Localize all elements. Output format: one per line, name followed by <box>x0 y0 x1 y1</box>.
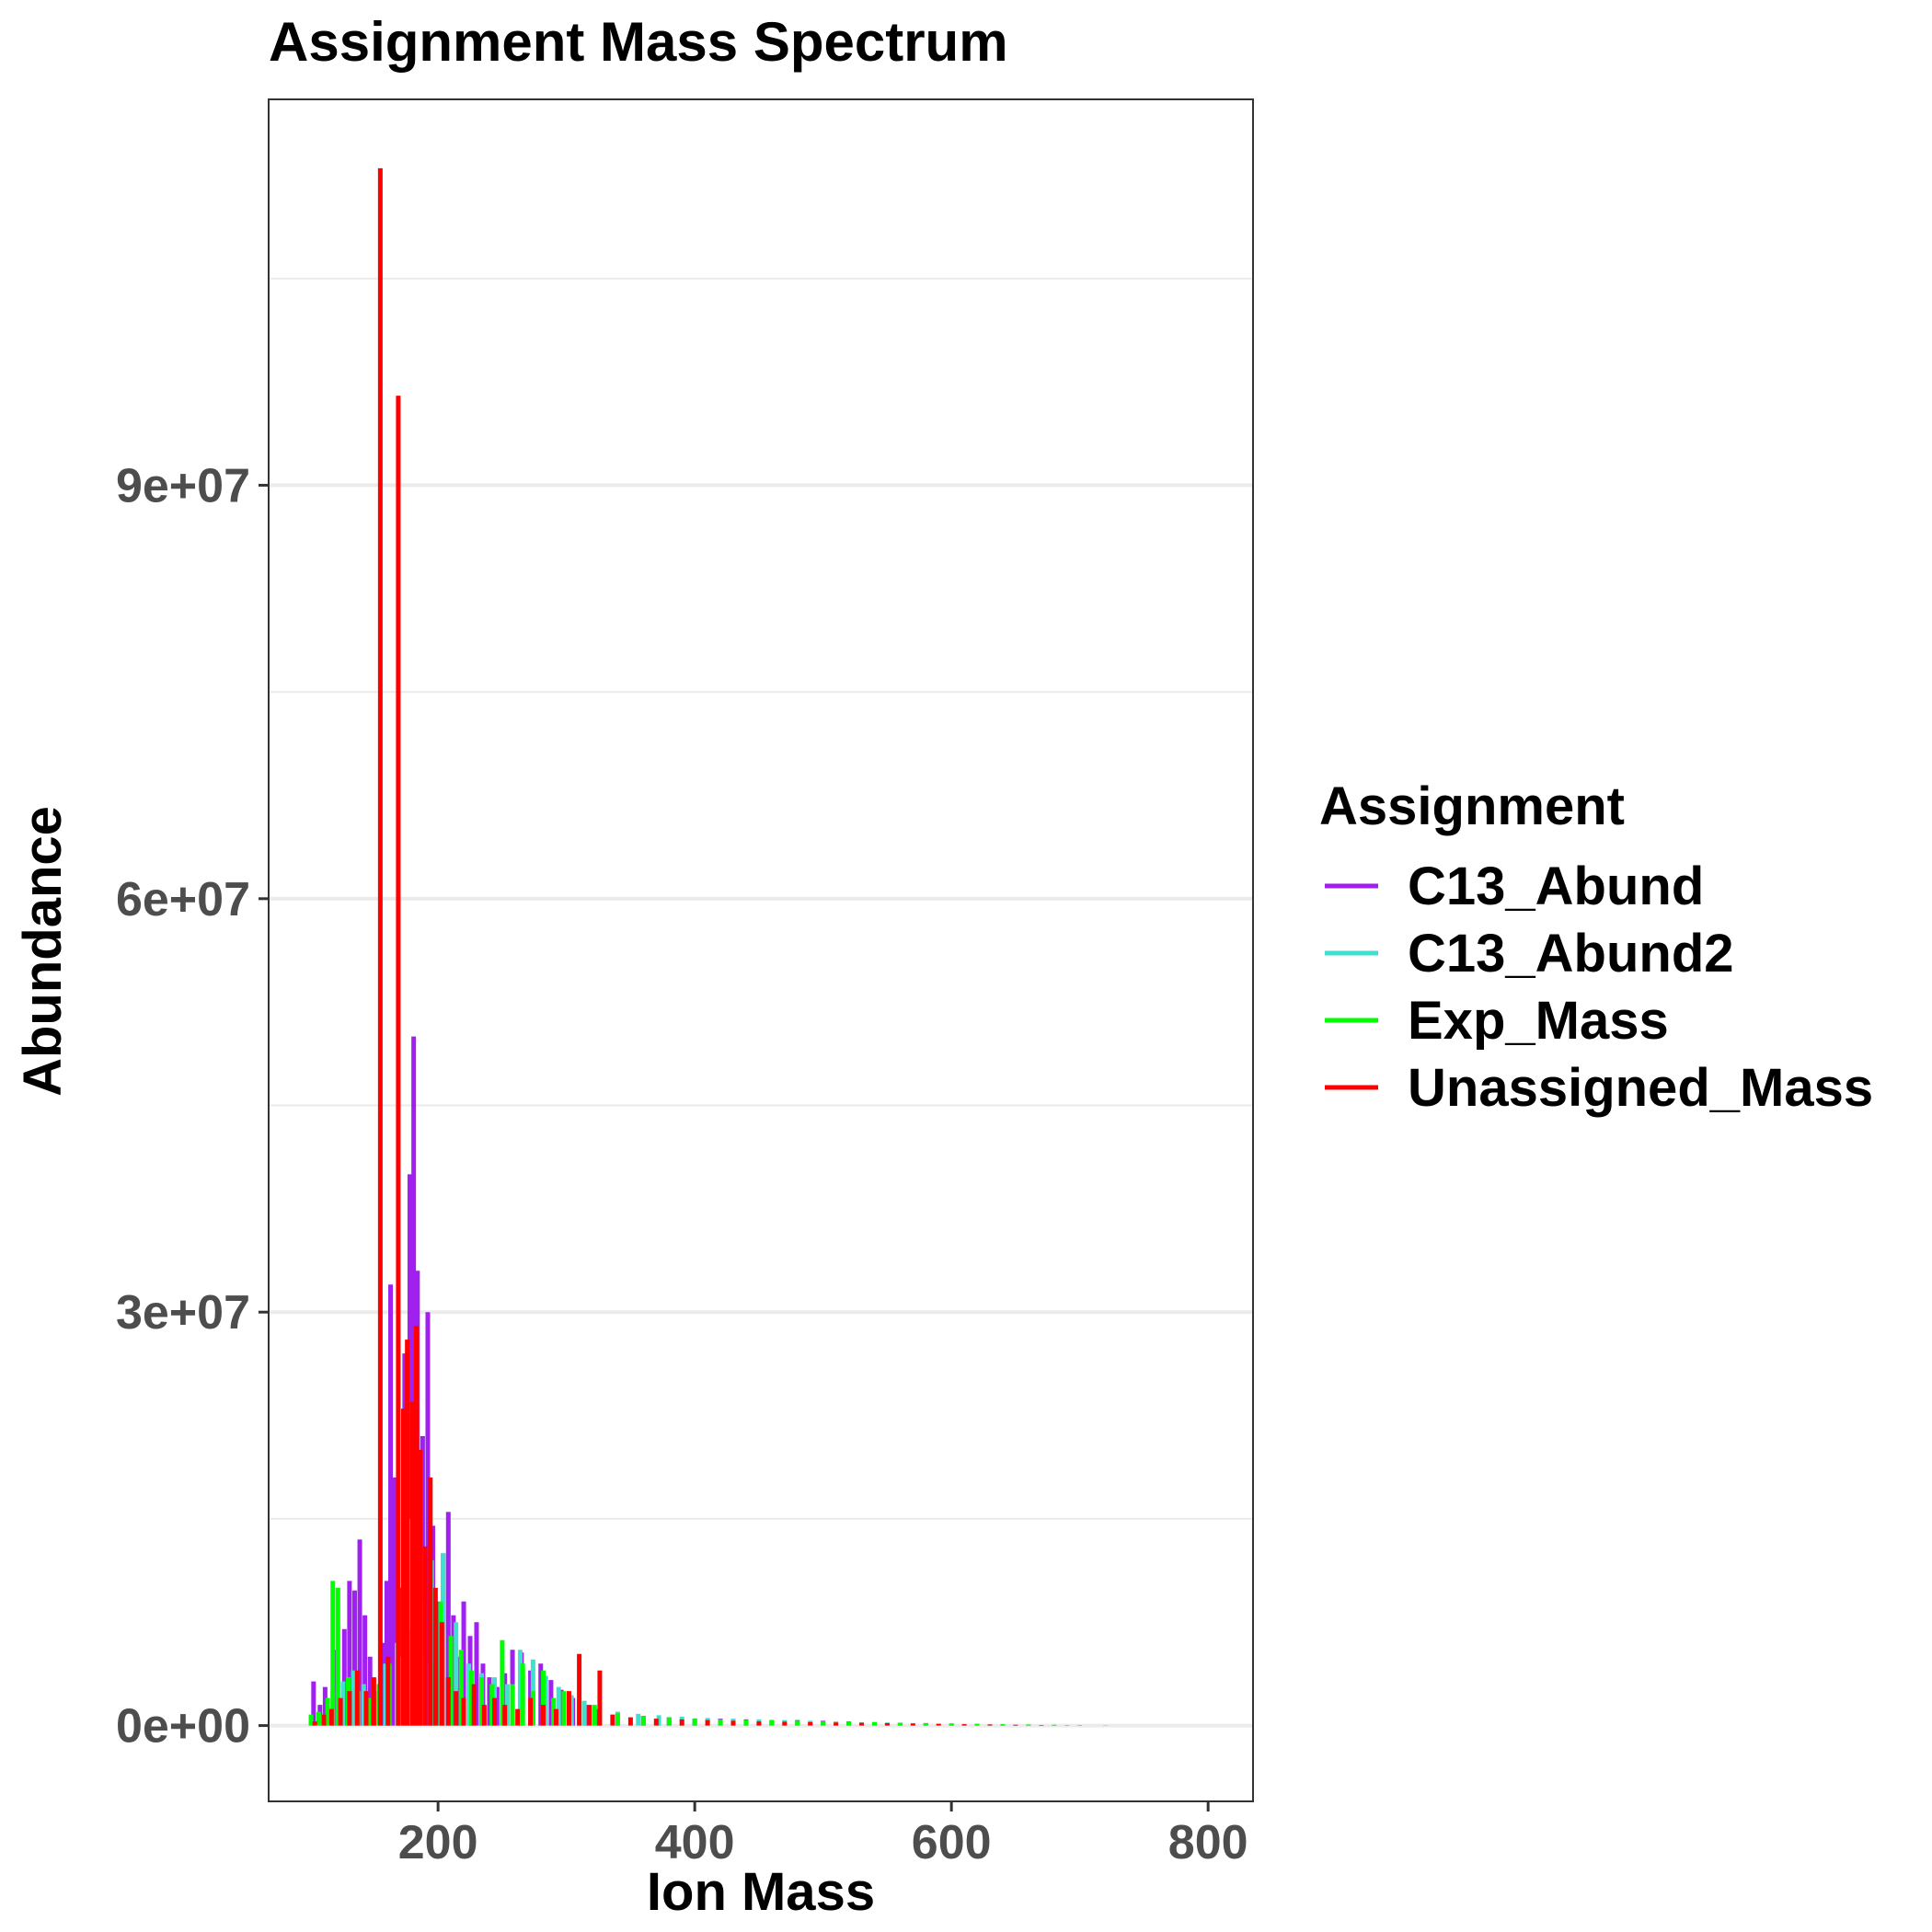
y-tick-label: 6e+07 <box>116 873 250 926</box>
y-tick-label: 0e+00 <box>116 1700 250 1754</box>
legend-label: Exp_Mass <box>1408 991 1669 1051</box>
legend-title: Assignment <box>1319 776 1625 836</box>
series-unassigned-mass <box>312 167 1070 1726</box>
plot-area: 0e+00 3e+07 6e+07 9e+07 200 400 600 800 <box>116 98 1254 1869</box>
plot-background <box>269 99 1253 1801</box>
legend-label: Unassigned_Mass <box>1408 1058 1873 1118</box>
x-axis-title: Ion Mass <box>647 1862 875 1922</box>
legend-label: C13_Abund <box>1408 857 1704 916</box>
x-tick-label: 800 <box>1168 1816 1248 1869</box>
x-tick-label: 200 <box>398 1816 478 1869</box>
y-axis-title: Abundance <box>13 806 73 1097</box>
legend-label: C13_Abund2 <box>1408 924 1734 983</box>
x-tick-label: 600 <box>912 1816 992 1869</box>
y-tick-label: 9e+07 <box>116 459 250 512</box>
x-tick-label: 400 <box>655 1816 735 1869</box>
y-tick-label: 3e+07 <box>116 1286 250 1340</box>
chart-title: Assignment Mass Spectrum <box>269 11 1008 73</box>
plot-border <box>268 98 1254 1802</box>
legend: Assignment C13_Abund C13_Abund2 Exp_Mass Un… <box>1319 776 1873 1118</box>
